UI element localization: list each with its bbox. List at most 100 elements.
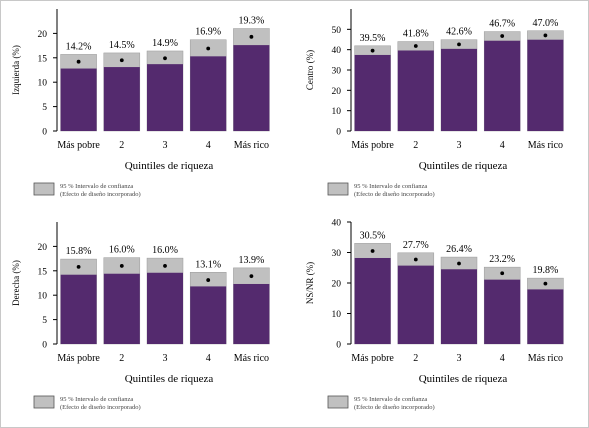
y-tick-label: 10 xyxy=(332,310,342,320)
y-tick-label: 20 xyxy=(38,243,48,253)
data-label: 26.4% xyxy=(446,244,472,255)
data-label: 27.7% xyxy=(403,240,429,251)
category-label: 2 xyxy=(413,353,418,364)
bar xyxy=(190,286,227,344)
bar xyxy=(397,265,434,344)
bar xyxy=(484,40,521,131)
y-axis-label: Derecha (%) xyxy=(11,260,21,306)
data-label: 41.8% xyxy=(403,29,429,40)
bar xyxy=(103,67,140,131)
category-label: 2 xyxy=(413,140,418,151)
x-axis-label: Quintiles de riqueza xyxy=(419,373,508,385)
data-label: 30.5% xyxy=(360,230,386,241)
bar xyxy=(60,274,97,344)
y-tick-label: 10 xyxy=(38,292,48,302)
y-axis-label: NS/NR (%) xyxy=(305,262,315,304)
point-estimate xyxy=(76,264,81,269)
bar xyxy=(60,68,97,131)
data-label: 16.0% xyxy=(109,245,135,256)
bar xyxy=(354,54,391,131)
y-tick-label: 20 xyxy=(332,87,342,97)
y-tick-label: 50 xyxy=(332,26,342,36)
y-axis-label: Izquierda (%) xyxy=(11,45,21,95)
chart-izquierda: 0 5 10 15 20 Izquierda (%) 14.2% Más pobre 14.5%… xyxy=(11,9,270,198)
bar xyxy=(103,273,140,344)
legend-label: 95 % Intervalo de confianza xyxy=(354,183,427,190)
point-estimate xyxy=(413,44,418,48)
bar xyxy=(527,39,564,131)
point-estimate xyxy=(249,274,254,279)
category-label: Más rico xyxy=(528,140,563,151)
bar xyxy=(484,279,521,344)
legend-label: 95 % Intervalo de confianza xyxy=(60,183,133,190)
point-estimate xyxy=(119,58,124,63)
bar xyxy=(354,257,391,344)
legend-swatch xyxy=(327,395,349,409)
data-label: 16.9% xyxy=(195,27,221,38)
data-label: 14.2% xyxy=(66,41,92,52)
point-estimate xyxy=(249,34,254,39)
data-label: 19.3% xyxy=(238,16,264,27)
data-label: 13.9% xyxy=(238,255,264,266)
category-label: 4 xyxy=(206,140,211,151)
legend-sublabel: (Efecto de diseño incorporado) xyxy=(354,191,435,198)
category-label: 3 xyxy=(457,140,462,151)
point-estimate xyxy=(119,264,124,268)
point-estimate xyxy=(206,278,211,282)
y-tick-label: 15 xyxy=(38,54,48,64)
category-label: 3 xyxy=(457,353,462,364)
x-axis-label: Quintiles de riqueza xyxy=(125,160,214,172)
category-label: Más rico xyxy=(528,353,563,364)
category-label: Más pobre xyxy=(351,140,394,151)
point-estimate xyxy=(163,264,167,268)
y-tick-label: 10 xyxy=(38,79,48,89)
category-label: 2 xyxy=(119,353,124,364)
legend-swatch xyxy=(33,182,55,196)
category-label: 3 xyxy=(163,353,168,364)
y-tick-label: 0 xyxy=(42,128,47,138)
point-estimate xyxy=(413,257,418,262)
point-estimate xyxy=(370,249,375,253)
legend-sublabel: (Efecto de diseño incorporado) xyxy=(354,404,435,411)
y-tick-label: 0 xyxy=(42,341,47,351)
category-label: 4 xyxy=(500,353,505,364)
y-tick-label: 5 xyxy=(42,103,47,113)
category-label: Más pobre xyxy=(57,353,100,364)
y-tick-label: 5 xyxy=(42,316,47,326)
point-estimate xyxy=(206,46,211,51)
y-tick-label: 40 xyxy=(332,46,342,56)
data-label: 15.8% xyxy=(66,246,92,257)
y-tick-label: 15 xyxy=(38,267,48,277)
bar xyxy=(147,64,183,131)
y-tick-label: 30 xyxy=(332,249,342,259)
y-axis-label: Centro (%) xyxy=(305,50,315,90)
bar xyxy=(527,289,564,344)
category-label: 3 xyxy=(163,140,168,151)
category-label: 2 xyxy=(119,140,124,151)
category-label: Más rico xyxy=(234,140,269,151)
data-label: 14.5% xyxy=(109,40,135,51)
chart-derecha: 0 5 10 15 20 Derecha (%) 15.8% Más pobre 16.0% 2 1… xyxy=(11,222,270,411)
point-estimate xyxy=(76,59,81,64)
point-estimate xyxy=(370,48,375,53)
x-axis-label: Quintiles de riqueza xyxy=(125,373,214,385)
point-estimate xyxy=(457,42,461,47)
category-label: 4 xyxy=(500,140,505,151)
category-label: Más pobre xyxy=(351,353,394,364)
point-estimate xyxy=(543,281,548,286)
point-estimate xyxy=(500,34,505,38)
data-label: 39.5% xyxy=(360,33,386,44)
category-label: Más rico xyxy=(234,353,269,364)
data-label: 13.1% xyxy=(195,259,221,270)
bar xyxy=(147,272,183,344)
data-label: 47.0% xyxy=(532,18,558,29)
bar xyxy=(190,56,227,131)
chart-nsnr: 0 10 20 30 40 NS/NR (%) 30.5% Más pobre 27.7% 2 26… xyxy=(305,219,564,411)
legend-swatch xyxy=(33,395,55,409)
data-label: 19.8% xyxy=(532,265,558,276)
bar xyxy=(441,48,477,131)
bar xyxy=(397,50,434,132)
point-estimate xyxy=(543,33,548,38)
legend-sublabel: (Efecto de diseño incorporado) xyxy=(60,191,141,198)
point-estimate xyxy=(163,56,167,61)
